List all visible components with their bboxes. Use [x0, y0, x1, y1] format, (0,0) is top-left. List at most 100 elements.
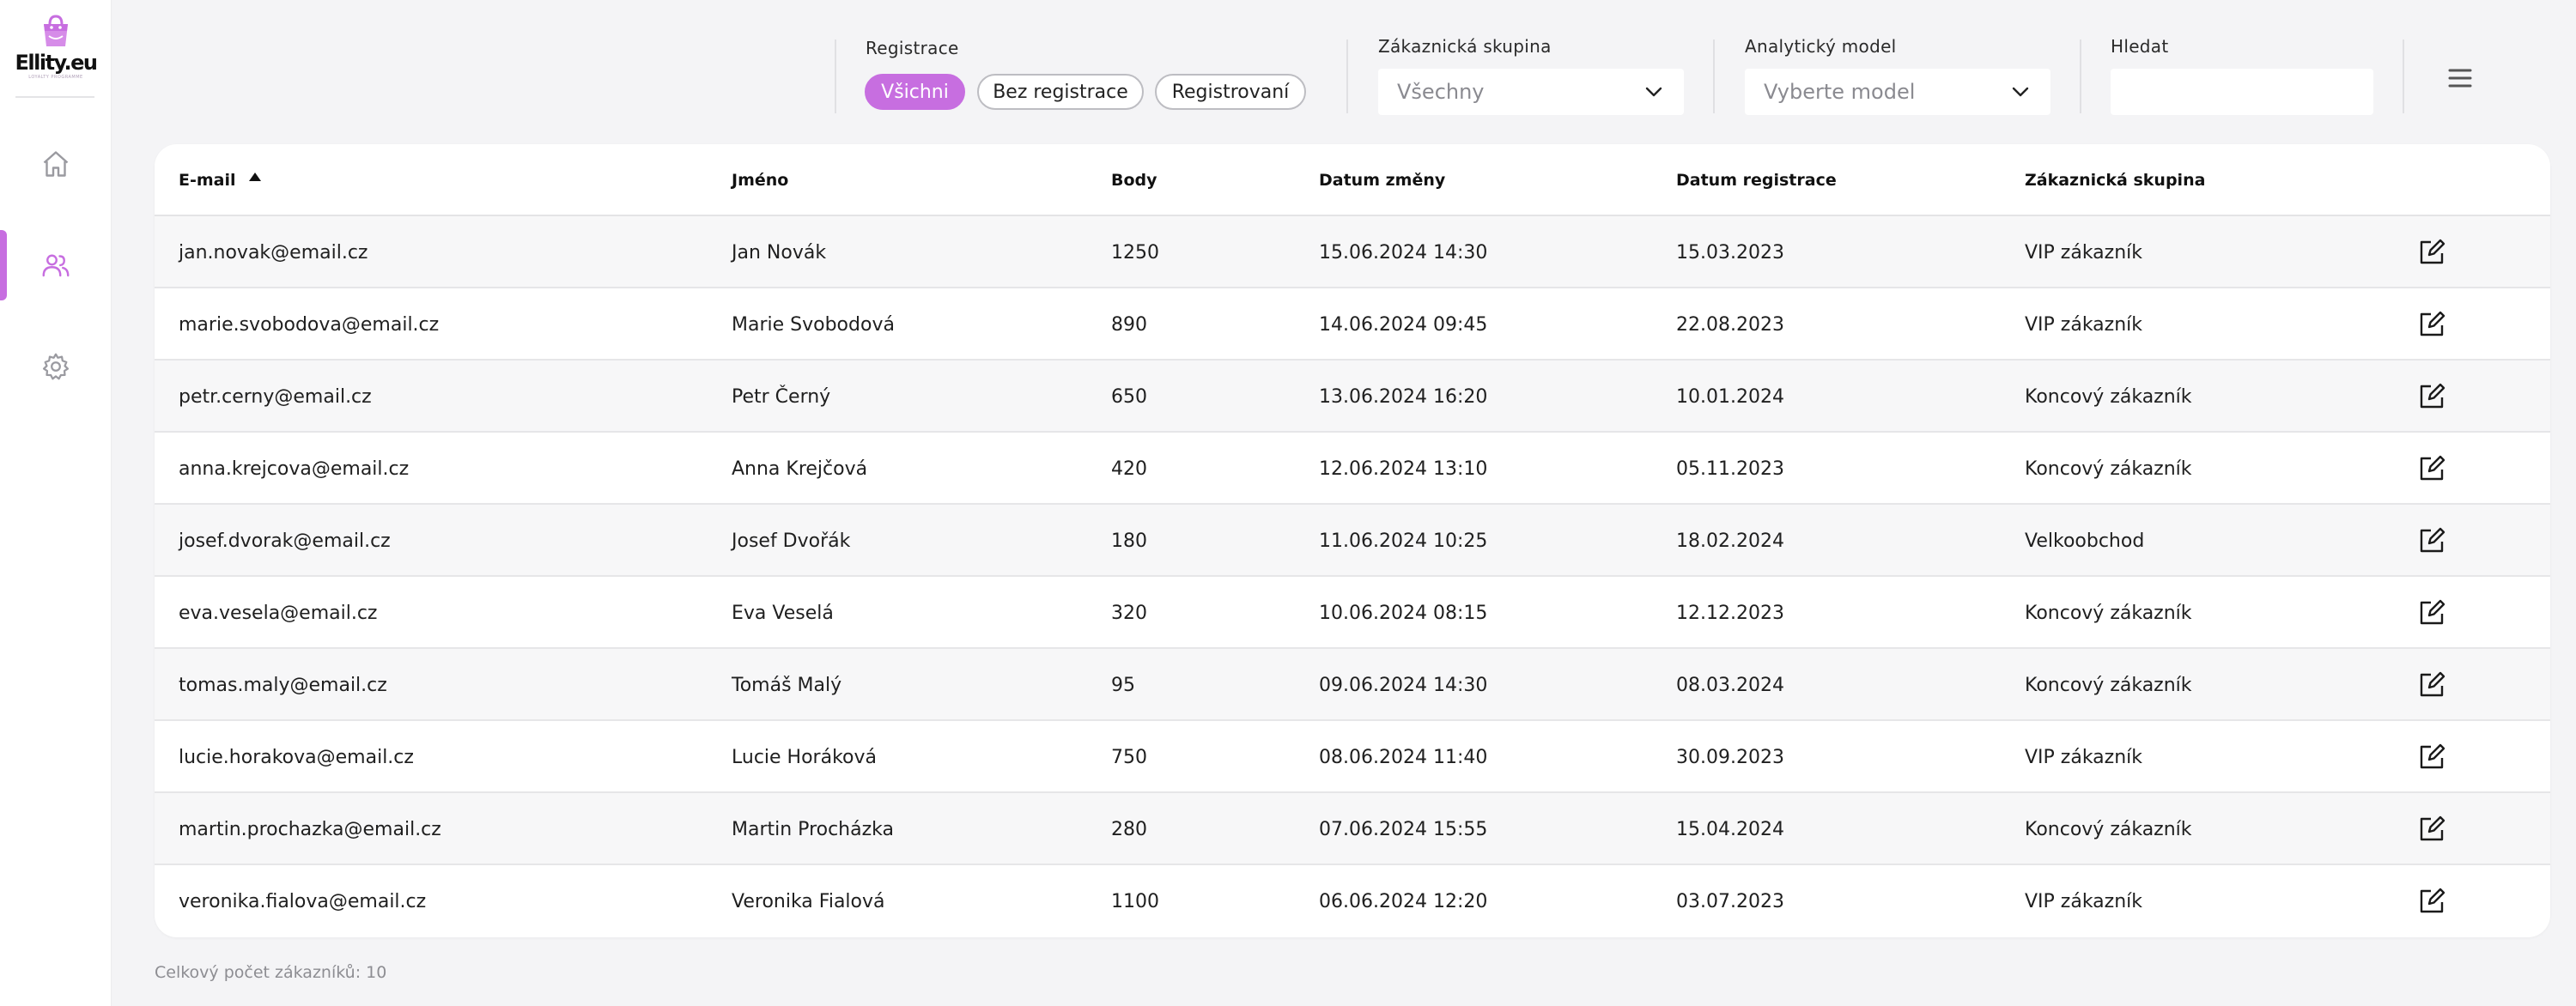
cell-email: anna.krejcova@email.cz	[179, 458, 410, 480]
customer-group-select[interactable]: Všechny	[1378, 69, 1684, 115]
cell-points: 890	[1111, 313, 1147, 336]
cell-name: Josef Dvořák	[732, 530, 851, 552]
table-row: veronika.fialova@email.cz Veronika Fialov…	[155, 865, 2550, 937]
cell-name: Tomáš Malý	[732, 674, 842, 696]
sidebar-item-customers[interactable]	[0, 230, 112, 300]
table-row: josef.dvorak@email.cz Josef Dvořák 180 11.0…	[155, 505, 2550, 577]
edit-icon[interactable]	[2416, 525, 2447, 556]
cell-changed-date: 14.06.2024 09:45	[1319, 313, 1488, 336]
cell-email: lucie.horakova@email.cz	[179, 746, 414, 768]
edit-icon[interactable]	[2416, 814, 2447, 845]
cell-email: petr.cerny@email.cz	[179, 385, 372, 408]
cell-name: Veronika Fialová	[732, 890, 885, 912]
edit-icon[interactable]	[2416, 742, 2447, 773]
column-header-email[interactable]: E-mail	[179, 144, 262, 216]
table-row: lucie.horakova@email.cz Lucie Horáková 750…	[155, 721, 2550, 793]
column-header-name[interactable]: Jméno	[732, 171, 789, 190]
users-icon	[42, 254, 70, 277]
registration-chip-unregistered[interactable]: Bez registrace	[977, 74, 1144, 110]
cell-email: eva.vesela@email.cz	[179, 602, 378, 624]
filter-divider	[835, 39, 836, 113]
table-row: anna.krejcova@email.cz Anna Krejčová 420 12…	[155, 433, 2550, 505]
column-header-points[interactable]: Body	[1111, 171, 1157, 190]
registration-chip-registered[interactable]: Registrovaní	[1155, 74, 1306, 110]
cell-changed-date: 08.06.2024 11:40	[1319, 746, 1488, 768]
table-row: petr.cerny@email.cz Petr Černý 650 13.06.20…	[155, 361, 2550, 433]
registration-filter-label: Registrace	[866, 38, 959, 58]
sidebar-item-settings[interactable]	[0, 331, 112, 402]
table-row: jan.novak@email.cz Jan Novák 1250 15.06.202…	[155, 216, 2550, 288]
cell-name: Lucie Horáková	[732, 746, 877, 768]
cell-email: tomas.maly@email.cz	[179, 674, 387, 696]
table-row: martin.prochazka@email.cz Martin Procházk…	[155, 793, 2550, 865]
edit-icon[interactable]	[2416, 309, 2447, 340]
gear-icon	[42, 353, 70, 380]
table-row: tomas.maly@email.cz Tomáš Malý 95 09.06.202…	[155, 649, 2550, 721]
column-header-registered[interactable]: Datum registrace	[1676, 171, 1837, 190]
cell-customer-group: Koncový zákazník	[2025, 674, 2192, 696]
sidebar-item-home[interactable]	[0, 129, 112, 199]
home-icon	[43, 151, 69, 177]
edit-icon[interactable]	[2416, 453, 2447, 484]
search-label: Hledat	[2111, 36, 2169, 57]
filter-divider	[1713, 39, 1715, 113]
cell-registration-date: 22.08.2023	[1676, 313, 1784, 336]
edit-icon[interactable]	[2416, 670, 2447, 700]
shopping-bag-icon	[44, 15, 68, 46]
edit-icon[interactable]	[2416, 381, 2447, 412]
cell-customer-group: VIP zákazník	[2025, 890, 2143, 912]
cell-points: 1100	[1111, 890, 1159, 912]
brand-name: Ellity.eu	[15, 51, 98, 75]
table-header: E-mail Jméno Body Datum změny Datum regi…	[155, 144, 2550, 216]
analytic-model-select[interactable]: Vyberte model	[1745, 69, 2050, 115]
cell-points: 750	[1111, 746, 1147, 768]
analytic-model-label: Analytický model	[1745, 36, 1897, 57]
hamburger-menu-icon[interactable]	[2445, 64, 2475, 93]
cell-customer-group: VIP zákazník	[2025, 241, 2143, 264]
cell-registration-date: 18.02.2024	[1676, 530, 1784, 552]
cell-email: veronika.fialova@email.cz	[179, 890, 427, 912]
cell-registration-date: 30.09.2023	[1676, 746, 1784, 768]
column-header-group[interactable]: Zákaznická skupina	[2025, 171, 2206, 190]
logo-divider	[15, 96, 94, 98]
registration-chip-all[interactable]: Všichni	[865, 74, 965, 110]
cell-customer-group: VIP zákazník	[2025, 313, 2143, 336]
cell-name: Anna Krejčová	[732, 458, 868, 480]
edit-icon[interactable]	[2416, 597, 2447, 628]
search-input[interactable]	[2111, 69, 2373, 115]
cell-changed-date: 11.06.2024 10:25	[1319, 530, 1488, 552]
brand-tagline: LOYALTY PROGRAMME	[28, 75, 83, 80]
cell-points: 420	[1111, 458, 1147, 480]
cell-customer-group: Koncový zákazník	[2025, 458, 2192, 480]
chevron-down-icon	[2012, 87, 2029, 97]
cell-registration-date: 15.03.2023	[1676, 241, 1784, 264]
cell-registration-date: 15.04.2024	[1676, 818, 1784, 840]
cell-customer-group: Koncový zákazník	[2025, 385, 2192, 408]
cell-email: martin.prochazka@email.cz	[179, 818, 441, 840]
cell-name: Marie Svobodová	[732, 313, 895, 336]
edit-icon[interactable]	[2416, 237, 2447, 268]
sidebar: Ellity.eu LOYALTY PROGRAMME	[0, 0, 112, 1006]
column-header-label: E-mail	[179, 171, 236, 190]
cell-points: 280	[1111, 818, 1147, 840]
cell-email: marie.svobodova@email.cz	[179, 313, 440, 336]
edit-icon[interactable]	[2416, 886, 2447, 917]
cell-points: 180	[1111, 530, 1147, 552]
total-customers-count: Celkový počet zákazníků: 10	[155, 963, 387, 982]
cell-name: Martin Procházka	[732, 818, 894, 840]
brand-logo[interactable]: Ellity.eu LOYALTY PROGRAMME	[10, 12, 101, 82]
cell-registration-date: 05.11.2023	[1676, 458, 1784, 480]
customers-table: E-mail Jméno Body Datum změny Datum regi…	[155, 144, 2550, 937]
cell-changed-date: 10.06.2024 08:15	[1319, 602, 1488, 624]
customer-group-label: Zákaznická skupina	[1378, 36, 1552, 57]
analytic-model-value: Vyberte model	[1764, 80, 1916, 104]
filter-divider	[1346, 39, 1348, 113]
filter-bar: Registrace Všichni Bez registrace Regist…	[0, 0, 2576, 129]
cell-customer-group: VIP zákazník	[2025, 746, 2143, 768]
table-row: marie.svobodova@email.cz Marie Svobodová 8…	[155, 288, 2550, 361]
filter-divider	[2403, 39, 2404, 113]
cell-registration-date: 03.07.2023	[1676, 890, 1784, 912]
cell-changed-date: 12.06.2024 13:10	[1319, 458, 1488, 480]
cell-customer-group: Velkoobchod	[2025, 530, 2145, 552]
column-header-changed[interactable]: Datum změny	[1319, 171, 1446, 190]
